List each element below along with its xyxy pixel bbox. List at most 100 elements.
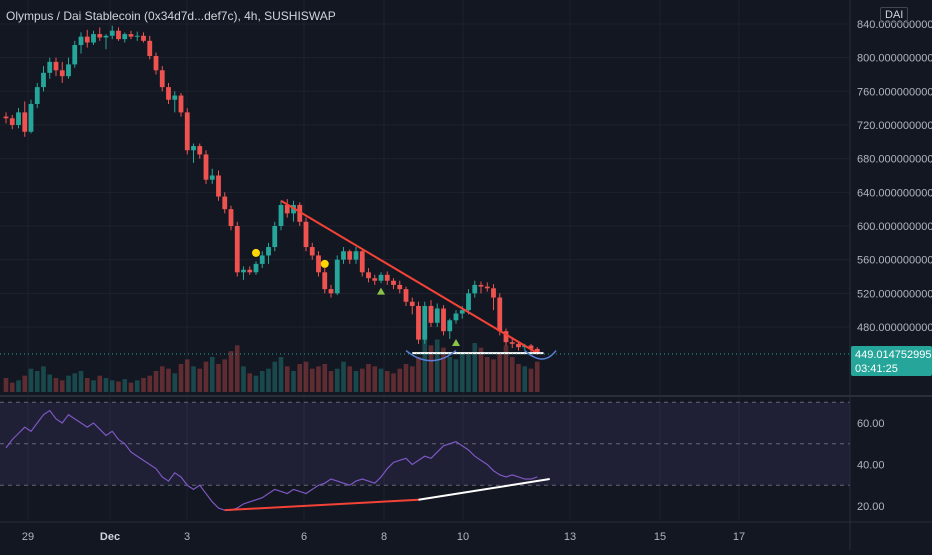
candle (453, 310, 459, 324)
candle-body (147, 40, 153, 56)
rsi-tick-label: 20.00 (857, 501, 885, 513)
candle (34, 82, 40, 109)
candle (409, 297, 415, 315)
candle (91, 30, 96, 46)
rsi-axis[interactable]: 60.00 40.00 20.00 (857, 418, 885, 513)
volume-bar (341, 361, 346, 392)
volume-bar (228, 351, 234, 392)
candle-body (328, 289, 334, 294)
volume-bar (434, 339, 440, 392)
candle (503, 328, 509, 346)
candle-body (103, 35, 109, 38)
candle (109, 25, 115, 40)
time-tick-label: 17 (733, 531, 745, 543)
drawings[interactable] (0, 199, 850, 512)
volume-bar (303, 361, 309, 392)
candle (334, 255, 340, 296)
candle-body (484, 286, 490, 289)
price-tick-label: 600.0000000000 (857, 221, 932, 233)
time-tick-label: 3 (184, 531, 190, 543)
candle (203, 150, 209, 184)
candle (366, 268, 371, 283)
candle (422, 301, 428, 344)
candles[interactable] (3, 25, 540, 355)
candle (147, 35, 153, 60)
volume-bar (397, 368, 403, 392)
volume-bar (134, 380, 140, 392)
candle-body (166, 87, 171, 100)
candle-body (353, 251, 359, 260)
candle-body (453, 313, 459, 321)
candle (78, 32, 84, 54)
candle-body (247, 269, 253, 273)
candle (41, 66, 46, 92)
candle-body (534, 348, 540, 354)
candle-body (441, 308, 446, 332)
rsi-tick-label: 60.00 (857, 418, 885, 430)
candle (103, 34, 109, 50)
volume-bar (53, 378, 59, 392)
candle-body (416, 305, 421, 340)
price-tick-label: 480.0000000000 (857, 322, 932, 334)
candle (9, 114, 15, 130)
volume-bar (453, 359, 459, 392)
trend-line (418, 478, 550, 501)
volume-bar (391, 373, 396, 392)
candle (497, 293, 503, 336)
signal-dot (252, 248, 260, 257)
candle (47, 57, 53, 79)
candle (159, 66, 165, 92)
volume-bar (403, 364, 409, 392)
time-tick-label: 10 (457, 531, 469, 543)
candle (428, 300, 434, 327)
candle (284, 199, 290, 218)
candle (228, 205, 234, 231)
candle-body (316, 255, 321, 273)
price-axis[interactable]: 840.0000000000 800.0000000000 760.00000000… (857, 19, 932, 334)
candle (22, 101, 28, 137)
candle (53, 57, 59, 77)
volume-bar (503, 345, 509, 392)
candle-body (366, 272, 371, 279)
candle-body (159, 70, 165, 88)
candle (178, 93, 184, 117)
candle (216, 170, 221, 201)
time-axis[interactable]: 29 Dec 3 6 8 10 13 15 17 (22, 531, 745, 543)
rsi-levels (0, 401, 850, 486)
volume-bar (266, 368, 271, 392)
signal-triangle (377, 287, 385, 295)
candle (484, 282, 490, 292)
currency-badge[interactable]: DAI (880, 7, 909, 23)
volume-bar (78, 371, 84, 392)
candle (491, 284, 496, 311)
chart-title[interactable]: Olympus / Dai Stablecoin (0x34d7d...def7… (6, 9, 336, 23)
volume-bar (441, 347, 446, 392)
candle (241, 266, 246, 280)
volume-bar (366, 364, 371, 392)
candle-body (28, 103, 34, 132)
candle (278, 200, 284, 231)
candle (434, 303, 440, 327)
candle-body (259, 255, 265, 264)
candle (384, 271, 390, 285)
candle (297, 202, 303, 226)
volume-bar (509, 357, 515, 392)
volume-bar (191, 366, 196, 392)
candle (341, 247, 346, 264)
candle-body (122, 34, 128, 40)
candle-body (47, 61, 53, 73)
candle-body (359, 251, 365, 273)
candle (378, 272, 384, 284)
volume-bar (91, 380, 96, 392)
candle-body (459, 310, 465, 314)
candle (391, 278, 396, 290)
candle-body (478, 284, 484, 287)
price-tick-label: 560.0000000000 (857, 255, 932, 267)
volume-bar (16, 380, 21, 392)
volume-bar (103, 378, 109, 392)
candle (28, 99, 34, 134)
candle-body (391, 280, 396, 285)
volume-bar (159, 366, 165, 392)
